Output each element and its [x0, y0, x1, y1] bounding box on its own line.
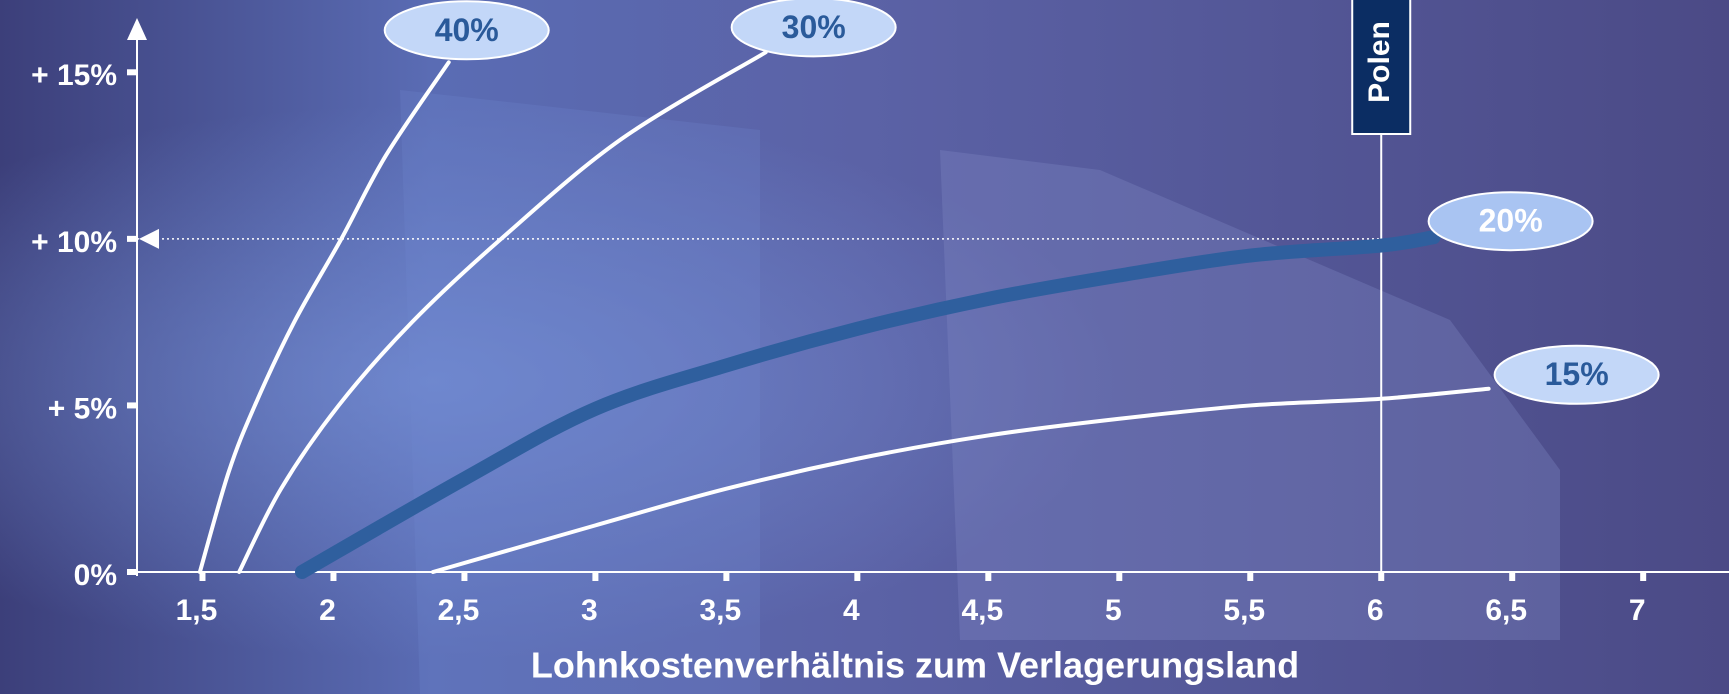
marker-label: Polen — [1363, 21, 1396, 103]
x-tick — [1509, 573, 1515, 581]
y-tick-label: 0% — [74, 559, 117, 592]
x-tick — [1247, 573, 1253, 581]
x-tick — [592, 573, 598, 581]
x-tick-label: 2,5 — [438, 594, 480, 627]
y-tick — [127, 569, 137, 575]
series-label: 15% — [1545, 356, 1609, 392]
x-tick — [985, 573, 991, 581]
x-tick-label: 3 — [581, 594, 598, 627]
x-tick — [854, 573, 860, 581]
x-tick — [330, 573, 336, 581]
x-tick — [461, 573, 467, 581]
x-tick — [723, 573, 729, 581]
x-tick-label: 7 — [1629, 594, 1646, 627]
x-tick — [199, 573, 205, 581]
x-axis-title: Lohnkostenverhältnis zum Verlagerungslan… — [531, 645, 1299, 686]
x-tick-label: 4 — [843, 594, 860, 627]
y-tick-label: + 10% — [31, 226, 117, 259]
series-label: 20% — [1479, 203, 1543, 239]
chart: Lohnkostenverhältnis zum Verlagerungslan… — [0, 0, 1729, 694]
x-tick-label: 2 — [319, 594, 336, 627]
x-tick-label: 6 — [1367, 594, 1384, 627]
y-tick-label: + 15% — [31, 59, 117, 92]
series-label: 30% — [782, 9, 846, 45]
x-tick-label: 4,5 — [961, 594, 1003, 627]
y-tick — [127, 402, 137, 408]
y-tick-label: + 5% — [48, 392, 117, 425]
series-label: 40% — [435, 12, 499, 48]
x-tick-label: 6,5 — [1485, 594, 1527, 627]
y-tick — [127, 69, 137, 75]
y-tick — [127, 236, 137, 242]
x-tick-label: 5 — [1105, 594, 1122, 627]
x-tick-label: 5,5 — [1223, 594, 1265, 627]
x-tick-label: 1,5 — [176, 594, 218, 627]
x-tick — [1116, 573, 1122, 581]
x-tick — [1640, 573, 1646, 581]
x-tick-label: 3,5 — [700, 594, 742, 627]
x-tick — [1378, 573, 1384, 581]
